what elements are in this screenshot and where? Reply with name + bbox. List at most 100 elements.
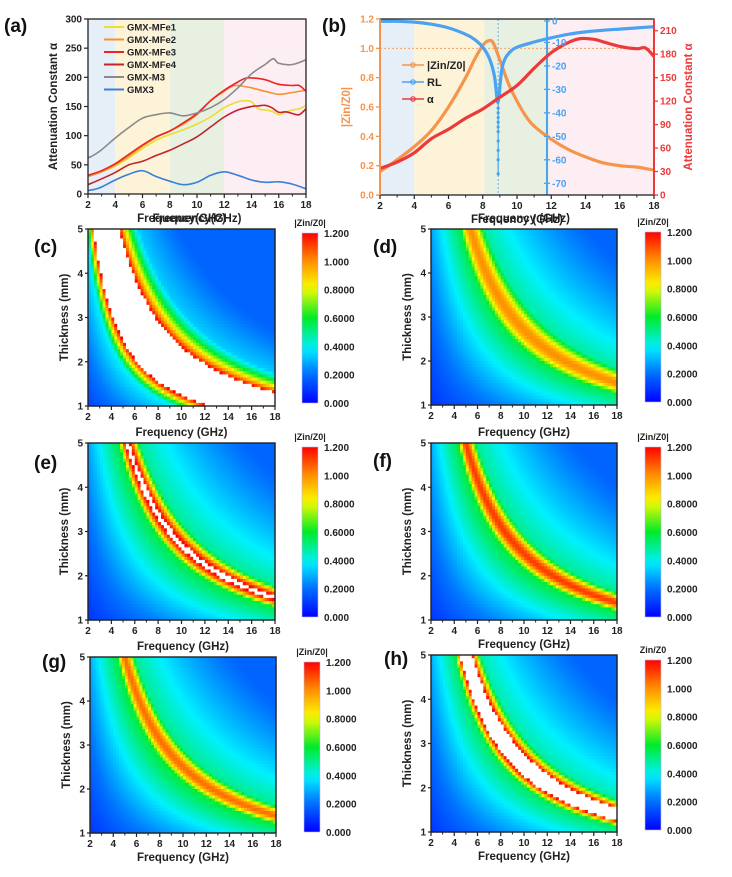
heatmap-cell [96, 232, 101, 236]
heatmap-cell [269, 330, 273, 334]
heatmap-cell [431, 323, 435, 328]
heatmap-cell [231, 308, 235, 312]
heatmap-cell [152, 326, 156, 331]
heatmap-cell [108, 276, 112, 281]
x-tick-label: 18 [300, 200, 312, 211]
heatmap-cell [125, 263, 130, 268]
heatmap-cell [158, 390, 162, 394]
heatmap-cell [439, 326, 444, 331]
heatmap-cell [468, 238, 473, 243]
heatmap-cell [207, 387, 212, 391]
heatmap-cell [251, 326, 256, 331]
heatmap-cell [219, 377, 223, 382]
heatmap-cell [225, 285, 229, 290]
heatmap-cell [120, 235, 124, 240]
heatmap-cell [431, 307, 435, 312]
heatmap-cell [149, 349, 153, 353]
heatmap-cell [242, 298, 247, 303]
heatmap-cell [213, 298, 218, 303]
heatmap-cell [239, 393, 244, 398]
heatmap-cell [114, 396, 118, 401]
heatmap-cell [178, 336, 183, 341]
heatmap-cell [193, 358, 197, 363]
heatmap-cell [210, 323, 215, 328]
heatmap-cell [140, 361, 145, 366]
heatmap-cell [140, 326, 145, 331]
heatmap-cell [228, 361, 232, 366]
heatmap-cell [242, 270, 247, 274]
heatmap-cell [155, 399, 159, 404]
heatmap-cell [219, 387, 223, 391]
heatmap-cell [143, 336, 148, 341]
heatmap-cell [193, 298, 197, 303]
heatmap-cell [266, 333, 270, 338]
heatmap-cell [134, 276, 139, 281]
heatmap-cell [260, 368, 264, 372]
heatmap-cell [125, 339, 130, 344]
heatmap-cell [88, 361, 92, 366]
heatmap-cell [96, 311, 101, 315]
heatmap-cell [254, 295, 259, 300]
heatmap-cell [228, 254, 232, 259]
heatmap-cell [219, 320, 223, 325]
heatmap-cell [175, 257, 180, 262]
heatmap-cell [465, 273, 470, 277]
heatmap-cell [161, 333, 165, 338]
heatmap-cell [231, 295, 235, 300]
heatmap-cell [88, 320, 92, 325]
heatmap-cell [88, 355, 92, 360]
heatmap-cell [237, 282, 241, 287]
heatmap-cell [234, 323, 238, 328]
heatmap-cell [96, 295, 101, 300]
heatmap-cell [237, 396, 241, 401]
heatmap-cell [117, 244, 121, 249]
heatmap-cell [90, 361, 95, 366]
heatmap-cell [210, 371, 215, 375]
heatmap-cell [431, 238, 435, 243]
heatmap-cell [272, 330, 276, 334]
heatmap-cell [201, 292, 206, 296]
y-left-tick-label: 0.6 [360, 103, 374, 114]
colorbar-tick-label: 0.000 [324, 399, 349, 410]
heatmap-cell [178, 282, 183, 287]
heatmap-cell [228, 393, 232, 398]
heatmap-cell [123, 238, 127, 243]
heatmap-cell [213, 333, 218, 338]
heatmap-cell [263, 380, 267, 385]
heatmap-cell [439, 269, 444, 274]
heatmap-cell [96, 326, 101, 331]
heatmap-cell [442, 298, 447, 302]
heatmap-cell [251, 266, 256, 271]
heatmap-cell [178, 263, 183, 268]
heatmap-cell [187, 371, 191, 375]
heatmap-cell [439, 313, 444, 318]
heatmap-cell [460, 348, 464, 353]
heatmap-cell [128, 304, 133, 309]
heatmap-cell [114, 387, 118, 391]
heatmap-cell [166, 276, 171, 281]
heatmap-cell [242, 355, 247, 360]
heatmap-cell [213, 266, 218, 271]
heatmap-cell [102, 276, 107, 281]
heatmap-cell [96, 358, 101, 363]
heatmap-cell [146, 308, 150, 312]
heatmap-cell [219, 326, 223, 331]
heatmap-cell [199, 301, 203, 306]
heatmap-cell [178, 396, 183, 401]
heatmap-cell [207, 323, 212, 328]
heatmap-cell [143, 254, 148, 259]
heatmap-cell [207, 285, 212, 290]
heatmap-cell [178, 333, 183, 338]
heatmap-cell [454, 276, 458, 280]
heatmap-cell [120, 308, 124, 312]
heatmap-cell [96, 336, 101, 341]
heatmap-cell [105, 251, 110, 255]
heatmap-cell [102, 374, 107, 379]
heatmap-cell [125, 383, 130, 388]
heatmap-cell [234, 270, 238, 274]
heatmap-cell [219, 342, 223, 347]
heatmap-cell [457, 291, 461, 296]
heatmap-cell [207, 339, 212, 344]
heatmap-cell [169, 402, 174, 407]
heatmap-cell [184, 311, 188, 315]
